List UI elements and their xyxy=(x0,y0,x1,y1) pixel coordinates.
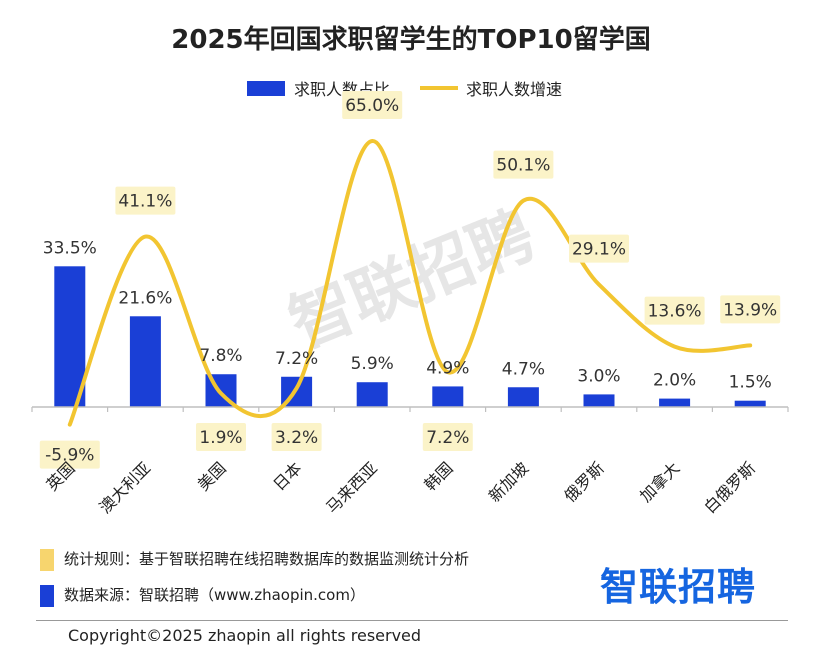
line-label-box-2 xyxy=(115,186,176,215)
watermark-text: 智联招聘 xyxy=(280,198,545,363)
category-label-2: 澳大利亚 xyxy=(96,458,155,517)
legend-swatch-bar xyxy=(247,81,285,96)
line-label-box-3 xyxy=(196,423,246,451)
source-note-swatch xyxy=(40,584,54,607)
bar-10 xyxy=(734,400,766,407)
bar-6 xyxy=(432,386,464,407)
line-label-box-9 xyxy=(644,296,705,325)
chart-title: 2025年回国求职留学生的TOP10留学国 xyxy=(171,24,650,55)
line-label-3: 1.9% xyxy=(199,428,242,448)
line-label-box-8 xyxy=(569,234,629,263)
rule-note: 统计规则：基于智联招聘在线招聘数据库的数据监测统计分析 xyxy=(40,548,469,571)
bar-label-7: 4.7% xyxy=(502,359,545,379)
copyright-text: Copyright©2025 zhaopin all rights reserv… xyxy=(68,626,422,645)
category-label-6: 韩国 xyxy=(421,458,457,494)
bar-label-5: 5.9% xyxy=(351,354,394,374)
bar-label-8: 3.0% xyxy=(577,366,620,386)
bar-label-9: 2.0% xyxy=(653,371,696,391)
category-label-8: 俄罗斯 xyxy=(560,458,607,505)
source-note: 数据来源：智联招聘（www.zhaopin.com） xyxy=(40,584,365,607)
line-label-9: 13.6% xyxy=(648,302,702,322)
rule-note-text: 统计规则：基于智联招聘在线招聘数据库的数据监测统计分析 xyxy=(64,550,470,568)
bar-8 xyxy=(583,394,615,407)
category-label-10: 白俄罗斯 xyxy=(700,458,759,517)
line-label-8: 29.1% xyxy=(572,240,626,260)
category-label-4: 日本 xyxy=(269,458,305,494)
legend-label-line: 求职人数增速 xyxy=(466,80,562,99)
line-label-box-6 xyxy=(422,423,473,451)
line-label-10: 13.9% xyxy=(723,300,777,320)
category-label-9: 加拿大 xyxy=(636,458,683,505)
bar-7 xyxy=(507,387,539,407)
bar-5 xyxy=(356,382,388,407)
category-label-5: 马来西亚 xyxy=(322,458,381,517)
line-label-box-1 xyxy=(39,440,100,469)
source-note-text: 数据来源：智联招聘（www.zhaopin.com） xyxy=(64,586,365,604)
line-label-2: 41.1% xyxy=(118,192,172,212)
bar-9 xyxy=(659,398,691,407)
bar-label-1: 33.5% xyxy=(43,238,97,258)
bar-2 xyxy=(129,316,161,407)
line-label-box-4 xyxy=(271,423,322,451)
line-label-4: 3.2% xyxy=(275,428,318,448)
footer-divider xyxy=(36,620,788,621)
line-label-1: -5.9% xyxy=(45,446,94,466)
bar-label-2: 21.6% xyxy=(118,288,172,308)
rule-note-swatch xyxy=(40,548,54,571)
bar-label-10: 1.5% xyxy=(729,373,772,393)
category-label-7: 新加坡 xyxy=(485,458,532,505)
category-label-3: 美国 xyxy=(194,458,230,494)
line-label-6: 7.2% xyxy=(426,428,469,448)
bar-label-4: 7.2% xyxy=(275,349,318,369)
bar-label-3: 7.8% xyxy=(199,346,242,366)
brand-logo: 智联招聘 xyxy=(600,565,757,609)
line-label-box-5 xyxy=(342,91,403,119)
line-label-7: 50.1% xyxy=(496,156,550,176)
growth-line xyxy=(67,139,753,427)
line-label-box-10 xyxy=(720,295,781,324)
line-label-box-7 xyxy=(493,150,554,179)
line-label-5: 65.0% xyxy=(345,96,399,116)
bar-label-6: 4.9% xyxy=(426,358,469,378)
bar-1 xyxy=(54,266,86,407)
